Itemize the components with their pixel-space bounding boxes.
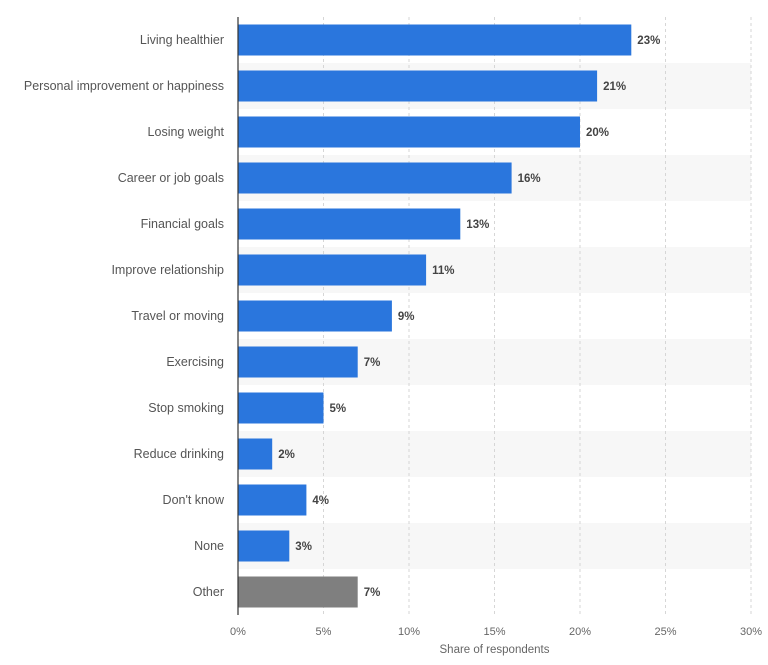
bar	[238, 530, 290, 562]
category-label: Exercising	[166, 355, 224, 369]
category-label: Personal improvement or happiness	[24, 79, 224, 93]
bar	[238, 576, 358, 608]
bar	[238, 70, 598, 102]
category-label: Other	[193, 585, 224, 599]
category-label: Improve relationship	[111, 263, 224, 277]
x-tick-label: 10%	[398, 626, 420, 638]
value-label: 21%	[603, 81, 626, 93]
category-label: Career or job goals	[118, 171, 224, 185]
x-tick-label: 25%	[654, 626, 676, 638]
value-label: 3%	[295, 541, 312, 553]
bar	[238, 24, 632, 56]
value-label: 4%	[312, 495, 329, 507]
value-label: 9%	[398, 311, 415, 323]
bar	[238, 484, 307, 516]
category-labels: Living healthier Personal improvement or …	[24, 33, 225, 599]
value-label: 7%	[364, 587, 381, 599]
category-label: Reduce drinking	[134, 447, 224, 461]
x-tick-label: 20%	[569, 626, 591, 638]
bar	[238, 438, 273, 470]
category-label: Losing weight	[148, 125, 225, 139]
bar	[238, 162, 512, 194]
x-tick-labels: 0% 5% 10% 15% 20% 25% 30%	[230, 626, 762, 638]
grid-lines	[323, 17, 752, 615]
value-labels: 23% 21% 20% 16% 13% 11% 9% 7% 5% 2% 4% 3% 7%	[278, 35, 660, 599]
x-tick-label: 30%	[740, 626, 762, 638]
value-label: 2%	[278, 449, 295, 461]
value-label: 20%	[586, 127, 609, 139]
category-label: Stop smoking	[148, 401, 224, 415]
bars	[238, 24, 632, 608]
x-axis-title: Share of respondents	[440, 644, 550, 656]
value-label: 13%	[466, 219, 489, 231]
bar	[238, 254, 427, 286]
x-tick-label: 15%	[483, 626, 505, 638]
category-label: Living healthier	[140, 33, 224, 47]
bar	[238, 392, 324, 424]
category-label: Don't know	[163, 493, 225, 507]
value-label: 16%	[518, 173, 541, 185]
x-tick-label: 5%	[316, 626, 332, 638]
value-label: 11%	[432, 265, 454, 277]
bar	[238, 208, 461, 240]
category-label: None	[194, 539, 224, 553]
category-label: Travel or moving	[131, 309, 224, 323]
bar	[238, 300, 392, 332]
bar	[238, 116, 580, 148]
value-label: 5%	[330, 403, 347, 415]
value-label: 7%	[364, 357, 381, 369]
value-label: 23%	[637, 35, 660, 47]
bar	[238, 346, 358, 378]
category-label: Financial goals	[141, 217, 224, 231]
x-tick-label: 0%	[230, 626, 246, 638]
